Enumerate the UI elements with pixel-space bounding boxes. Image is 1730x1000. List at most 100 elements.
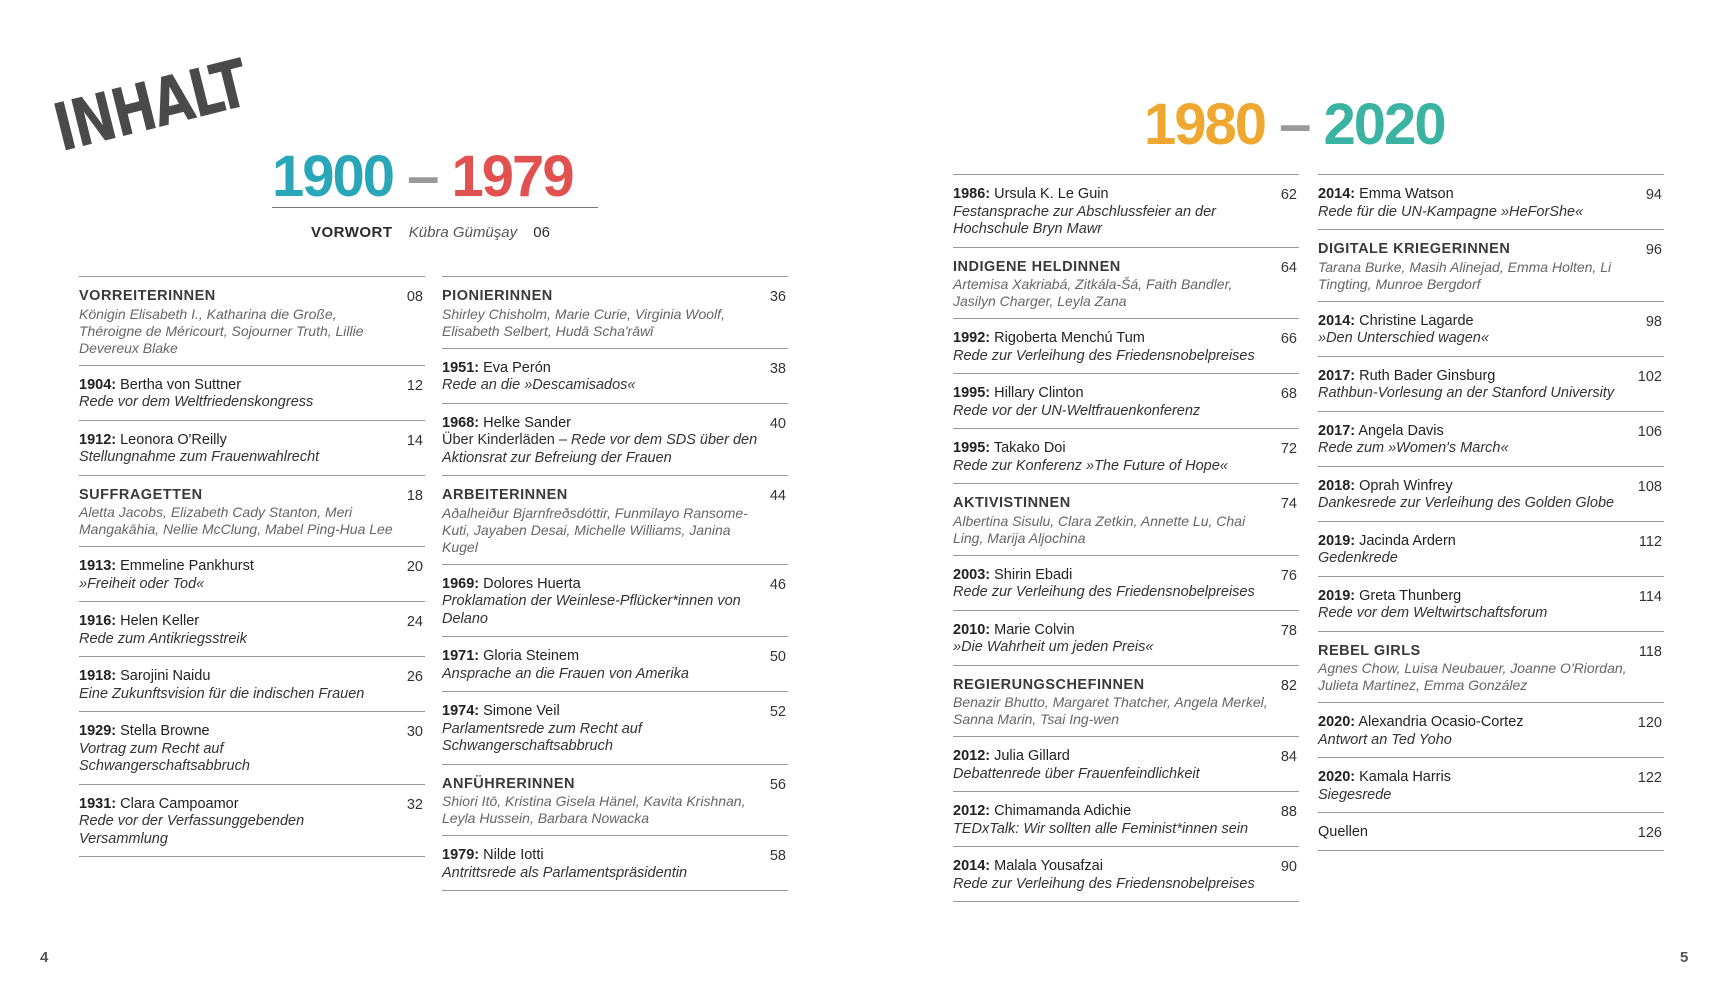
toc-entry[interactable]: 46 1969: Dolores Huerta Proklamation der W… (442, 565, 788, 637)
toc-category-title: AKTIVISTINNEN (953, 495, 1071, 511)
era-left-underline (272, 207, 598, 208)
toc-page-number: 66 (1280, 331, 1297, 347)
toc-entry-heading: 2014: Emma Watson (1318, 186, 1636, 204)
toc-entry[interactable]: 120 2020: Alexandria Ocasio-Cortez Antwort… (1318, 703, 1664, 758)
toc-entry-subtitle: Rede zur Verleihung des Friedensnobelpre… (953, 347, 1255, 364)
toc-category-entry[interactable]: 96 DIGITALE KRIEGERINNEN Tarana Burke, Mas… (1318, 230, 1664, 302)
toc-page-number: 40 (769, 415, 786, 432)
toc-entry-heading: 1974: Simone Veil (442, 703, 760, 721)
toc-entry-year: 1929: (79, 723, 117, 739)
toc-entry-heading: 1992: Rigoberta Menchú Tum (953, 330, 1271, 348)
toc-category-names: Shiori Itō, Kristina Gisela Hänel, Kavit… (442, 793, 746, 826)
toc-category-entry[interactable]: 56 ANFÜHRERINNEN Shiori Itō, Kristina Gise… (442, 765, 788, 836)
toc-category-names: Shirley Chisholm, Marie Curie, Virginia … (442, 305, 725, 339)
toc-entry-subtitle: »Die Wahrheit um jeden Preis« (953, 639, 1154, 655)
toc-entry[interactable]: 52 1974: Simone Veil Parlamentsrede zum Re… (442, 692, 788, 765)
toc-column-3: 62 1986: Ursula K. Le Guin Festansprache z… (953, 174, 1299, 902)
toc-entry-topic: Über Kinderläden – (442, 432, 571, 448)
toc-category-names: Königin Elisabeth I., Katharina die Groß… (79, 305, 364, 356)
toc-entry-heading: 1912: Leonora O'Reilly (79, 432, 397, 450)
toc-page-number: 32 (406, 796, 423, 813)
toc-category-entry[interactable]: 74 AKTIVISTINNEN Albertina Sisulu, Clara Z… (953, 484, 1299, 556)
toc-entry[interactable]: 62 1986: Ursula K. Le Guin Festansprache z… (953, 175, 1299, 248)
toc-entry-speaker: Nilde Iotti (479, 847, 544, 863)
page-number-left: 4 (40, 949, 49, 966)
toc-entry-heading: 1986: Ursula K. Le Guin (953, 186, 1271, 204)
vorwort-entry[interactable]: VORWORT Kübra Gümüşay 06 (311, 224, 550, 241)
toc-entry[interactable]: 30 1929: Stella Browne Vortrag zum Recht a… (79, 712, 425, 785)
toc-entry[interactable]: 26 1918: Sarojini Naidu Eine Zukunftsvisio… (79, 657, 425, 712)
toc-page-number: 08 (406, 289, 423, 305)
toc-category-title: INDIGENE HELDINNEN (953, 258, 1121, 275)
toc-page-number: 44 (769, 488, 786, 504)
toc-entry-year: 1916: (79, 613, 117, 629)
toc-entry[interactable]: 68 1995: Hillary Clinton Rede vor der UN-W… (953, 374, 1299, 429)
toc-entry[interactable]: 114 2019: Greta Thunberg Rede vor dem Welt… (1318, 577, 1664, 632)
toc-category-title: VORREITERINNEN (79, 288, 216, 304)
era-right-start: 1980 (1144, 92, 1267, 157)
toc-page-number: 68 (1280, 386, 1297, 402)
toc-entry-subtitle: Rede an die »Descamisados« (442, 377, 636, 393)
toc-entry-subtitle: Rede für die UN-Kampagne »HeForShe« (1318, 203, 1584, 220)
vorwort-label: VORWORT (311, 224, 393, 241)
toc-category-entry[interactable]: 44 ARBEITERINNEN Aðalheiður Bjarnfreðsdótt… (442, 476, 788, 565)
toc-page-number: 88 (1280, 804, 1297, 820)
toc-category-title: REBEL GIRLS (1318, 642, 1421, 659)
toc-entry[interactable]: 32 1931: Clara Campoamor Rede vor der Verf… (79, 785, 425, 857)
toc-entry-year: 2003: (953, 566, 991, 583)
toc-entry-year: 2020: (1318, 769, 1356, 785)
page-number-right: 5 (1680, 949, 1689, 966)
toc-category-names: Tarana Burke, Masih Alinejad, Emma Holte… (1318, 258, 1612, 292)
toc-entry[interactable]: 102 2017: Ruth Bader Ginsburg Rathbun-Vorl… (1318, 357, 1664, 412)
toc-entry[interactable]: 90 2014: Malala Yousafzai Rede zur Verleih… (953, 847, 1299, 902)
toc-entry[interactable]: 20 1913: Emmeline Pankhurst »Freiheit oder… (79, 547, 425, 602)
era-right-dash: – (1279, 92, 1311, 157)
toc-entry[interactable]: 108 2018: Oprah Winfrey Dankesrede zur Ver… (1318, 467, 1664, 522)
toc-page-number: 26 (406, 669, 423, 685)
toc-entry-speaker: Julia Gillard (990, 748, 1070, 764)
toc-entry[interactable]: 94 2014: Emma Watson Rede für die UN-Kampa… (1318, 175, 1664, 230)
toc-category-entry[interactable]: 08 VORREITERINNEN Königin Elisabeth I., Ka… (79, 277, 425, 366)
toc-entry[interactable]: 78 2010: Marie Colvin »Die Wahrheit um jed… (953, 611, 1299, 666)
toc-entry[interactable]: 40 1968: Helke Sander Über Kinderläden – R… (442, 404, 788, 476)
toc-category-entry[interactable]: 82 REGIERUNGSCHEFINNEN Benazir Bhutto, Mar… (953, 666, 1299, 737)
toc-category-entry[interactable]: 36 PIONIERINNEN Shirley Chisholm, Marie Cu… (442, 277, 788, 349)
contents-heading: INHALT (46, 44, 255, 167)
toc-entry-heading: 1918: Sarojini Naidu (79, 668, 397, 686)
toc-entry[interactable]: 122 2020: Kamala Harris Siegesrede (1318, 758, 1664, 813)
toc-entry[interactable]: 66 1992: Rigoberta Menchú Tum Rede zur Ver… (953, 319, 1299, 374)
toc-entry[interactable]: 112 2019: Jacinda Ardern Gedenkrede (1318, 522, 1664, 577)
toc-category-names: Aletta Jacobs, Elizabeth Cady Stanton, M… (79, 504, 393, 537)
toc-entry-heading: 1951: Eva Perón (442, 360, 760, 378)
toc-entry-year: 1912: (79, 431, 117, 448)
toc-entry[interactable]: 126 Quellen (1318, 813, 1664, 851)
toc-category-entry[interactable]: 118 REBEL GIRLS Agnes Chow, Luisa Neubauer… (1318, 632, 1664, 703)
toc-category-names: Aðalheiður Bjarnfreðsdóttir, Funmilayo R… (442, 504, 748, 555)
era-left-end: 1979 (451, 144, 575, 209)
toc-category-title: ANFÜHRERINNEN (442, 775, 575, 792)
toc-category-entry[interactable]: 64 INDIGENE HELDINNEN Artemisa Xakriabá, Z… (953, 248, 1299, 319)
toc-entry-year: 1974: (442, 703, 480, 719)
toc-entry[interactable]: 106 2017: Angela Davis Rede zum »Women's M… (1318, 412, 1664, 467)
toc-category-entry[interactable]: 18 SUFFRAGETTEN Aletta Jacobs, Elizabeth C… (79, 476, 425, 547)
toc-entry-heading: 1968: Helke Sander (442, 415, 760, 433)
toc-entry[interactable]: 72 1995: Takako Doi Rede zur Konferenz »Th… (953, 429, 1299, 484)
toc-entry[interactable]: 24 1916: Helen Keller Rede zum Antikriegss… (79, 602, 425, 657)
toc-entry-year: 1969: (442, 575, 480, 592)
toc-page-number: 122 (1637, 770, 1662, 786)
toc-entry-subtitle: Ansprache an die Frauen von Amerika (442, 665, 689, 682)
toc-category-names: Albertina Sisulu, Clara Zetkin, Annette … (953, 512, 1246, 546)
toc-entry-heading: 2010: Marie Colvin (953, 622, 1271, 640)
toc-entry[interactable]: 14 1912: Leonora O'Reilly Stellungnahme zu… (79, 421, 425, 476)
toc-entry-speaker: Bertha von Suttner (116, 376, 242, 393)
toc-entry[interactable]: 88 2012: Chimamanda Adichie TEDxTalk: Wir … (953, 792, 1299, 847)
toc-entry[interactable]: 58 1979: Nilde Iotti Antrittsrede als Parl… (442, 836, 788, 891)
toc-page-number: 78 (1280, 622, 1297, 639)
toc-entry[interactable]: 12 1904: Bertha von Suttner Rede vor dem W… (79, 366, 425, 421)
toc-entry[interactable]: 76 2003: Shirin Ebadi Rede zur Verleihung … (953, 556, 1299, 611)
toc-entry[interactable]: 50 1971: Gloria Steinem Ansprache an die F… (442, 637, 788, 692)
toc-entry[interactable]: 98 2014: Christine Lagarde »Den Unterschie… (1318, 302, 1664, 357)
toc-entry[interactable]: 38 1951: Eva Perón Rede an die »Descamisad… (442, 349, 788, 404)
toc-entry-speaker: Helke Sander (479, 414, 571, 431)
toc-entry[interactable]: 84 2012: Julia Gillard Debattenrede über F… (953, 737, 1299, 792)
